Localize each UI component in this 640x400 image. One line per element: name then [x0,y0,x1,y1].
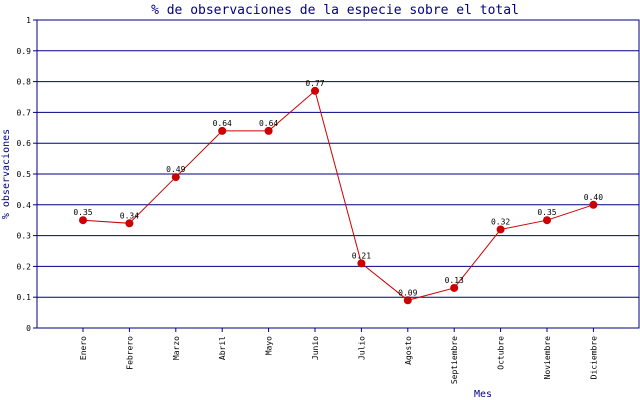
x-tick-label: Julio [357,336,366,360]
y-tick-label: 0.4 [17,201,32,210]
data-point [311,86,319,95]
x-tick-label: Agosto [404,336,413,365]
data-point [403,296,412,305]
data-label: 0.32 [491,217,510,226]
y-tick-label: 0 [26,324,31,333]
data-label: 0.35 [73,208,92,217]
data-point [496,225,505,234]
x-tick-label: Octubre [497,336,506,370]
data-label: 0.21 [352,251,371,260]
data-label: 0.49 [166,165,185,174]
data-label: 0.64 [259,119,278,128]
data-point [543,216,551,225]
y-tick-label: 0.3 [17,232,32,241]
data-label: 0.34 [120,211,139,220]
y-tick-label: 0.2 [17,262,32,271]
x-tick-label: Enero [79,336,88,360]
x-tick-label: Noviembre [543,336,552,380]
y-tick-label: 0.1 [17,293,32,302]
x-axis-label: Mes [474,389,492,400]
data-label: 0.40 [584,193,603,202]
series-polyline [82,89,594,301]
x-tick-label: Marzo [172,336,181,360]
x-axis-ticks: Enero Febrero Marzo Abril Mayo Junio Julio Agos… [79,328,598,384]
x-tick-label: Abril [218,336,227,360]
data-point [357,259,366,268]
y-axis-label: % observaciones [1,129,12,219]
data-point [450,283,459,292]
data-labels: 0.35 0.34 0.49 0.64 0.64 0.77 0.21 0.09 0.13 0.32… [73,79,603,297]
grid-lines [36,19,640,329]
series-line [79,86,598,305]
y-tick-label: 1 [26,16,31,25]
y-tick-label: 0.8 [17,78,32,87]
y-axis-ticks: 0 0.1 0.2 0.3 0.4 0.5 0.6 0.7 0.8 0.9 1 [17,16,37,333]
x-tick-label: Mayo [265,336,274,355]
data-label: 0.09 [398,288,417,297]
data-point [218,126,227,135]
y-tick-label: 0.5 [17,170,32,179]
data-label: 0.35 [537,208,556,217]
x-tick-label: Junio [311,336,320,360]
data-point [264,126,273,135]
data-label: 0.77 [305,79,324,88]
data-point [171,173,180,182]
x-tick-label: Diciembre [589,336,598,380]
data-point [125,219,134,228]
data-point [589,200,598,209]
x-tick-label: Febrero [125,336,134,370]
data-label: 0.64 [213,119,232,128]
y-tick-label: 0.9 [17,47,32,56]
y-tick-label: 0.6 [17,139,32,148]
y-tick-label: 0.7 [17,108,32,117]
data-label: 0.13 [445,276,464,285]
chart-title: % de observaciones de la especie sobre e… [151,3,519,18]
x-tick-label: Septiembre [450,336,459,384]
data-point [79,216,87,225]
